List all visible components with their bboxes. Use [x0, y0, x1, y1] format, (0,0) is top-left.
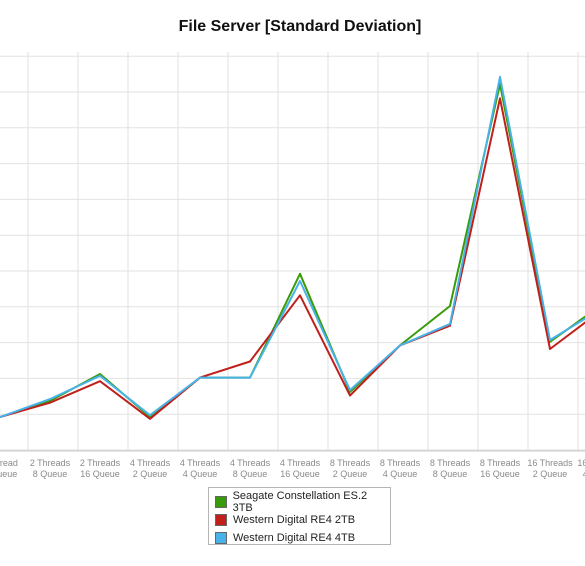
chart-title: File Server [Standard Deviation]	[178, 18, 422, 35]
data-point	[49, 401, 51, 404]
x-tick-label: 4 Queue	[183, 469, 218, 479]
x-tick-label: 16 Threads	[527, 458, 573, 468]
legend-swatch-re4-2tb	[215, 514, 227, 526]
data-point	[499, 97, 501, 100]
x-tick-label: 2 Queue	[533, 469, 568, 479]
x-tick-label: 8 Threads	[330, 458, 371, 468]
legend-item-re4-2tb[interactable]: Western Digital RE4 2TB	[215, 511, 384, 529]
data-point	[99, 380, 101, 383]
x-tick-label: 1 Thread	[0, 458, 18, 468]
data-point	[349, 389, 351, 391]
data-point	[249, 376, 251, 379]
data-point	[149, 418, 151, 420]
x-tick-label: 4 Queue	[383, 469, 418, 479]
x-tick-label: 4 Threads	[180, 458, 221, 468]
x-tick-label: 2 Threads	[80, 458, 121, 468]
legend-item-re4-4tb[interactable]: Western Digital RE4 4TB	[215, 529, 384, 547]
legend-item-seagate[interactable]: Seagate Constellation ES.2 3TB	[215, 490, 384, 514]
series-line-1	[0, 97, 585, 420]
x-tick-label: 4 Queue	[583, 469, 585, 479]
x-tick-label: 2 Queue	[133, 469, 168, 479]
data-point	[99, 373, 101, 375]
data-point	[399, 344, 401, 347]
data-point	[149, 414, 151, 417]
data-point	[449, 323, 451, 325]
data-point	[0, 416, 1, 418]
legend-swatch-re4-4tb	[215, 532, 227, 544]
x-tick-label: 4 Threads	[130, 458, 171, 468]
legend-label: Seagate Constellation ES.2 3TB	[232, 490, 368, 514]
data-point	[299, 294, 301, 297]
x-tick-label: 16 Queue	[80, 469, 120, 479]
data-point	[99, 375, 101, 377]
legend-swatch-seagate	[215, 496, 227, 508]
x-tick-label: 8 Threads	[430, 458, 471, 468]
data-point	[449, 324, 451, 327]
data-point	[49, 398, 51, 400]
data-point	[499, 76, 501, 78]
legend-label: Western Digital RE4 2TB	[233, 514, 356, 526]
x-tick-label: 8 Threads	[380, 458, 421, 468]
data-point	[549, 348, 551, 350]
data-point	[449, 305, 451, 307]
x-tick-label: 2 Queue	[333, 469, 368, 479]
x-tick-label: 8 Threads	[480, 458, 521, 468]
x-tick-label: 4 Threads	[280, 458, 321, 468]
x-tick-label: 16 Threads	[577, 458, 585, 468]
data-point	[349, 391, 351, 393]
x-tick-label: 16 Queue	[280, 469, 320, 479]
legend: Seagate Constellation ES.2 3TB Western D…	[208, 487, 391, 545]
x-tick-label: 4 Threads	[230, 458, 271, 468]
legend-label: Western Digital RE4 4TB	[233, 532, 356, 544]
x-tick-label: 8 Queue	[33, 469, 68, 479]
series-line-0	[0, 83, 585, 418]
data-point	[299, 273, 301, 275]
x-tick-label: 16 Queue	[480, 469, 520, 479]
x-tick-label: 8 Queue	[433, 469, 468, 479]
data-point	[299, 280, 301, 282]
data-point	[249, 360, 251, 363]
data-point	[549, 339, 551, 341]
x-tick-label: 8 Queue	[233, 469, 268, 479]
data-point	[49, 400, 51, 402]
x-tick-label: 1 Queue	[0, 469, 17, 479]
x-tick-label: 2 Threads	[30, 458, 71, 468]
data-point	[349, 394, 351, 397]
data-point	[199, 376, 201, 379]
